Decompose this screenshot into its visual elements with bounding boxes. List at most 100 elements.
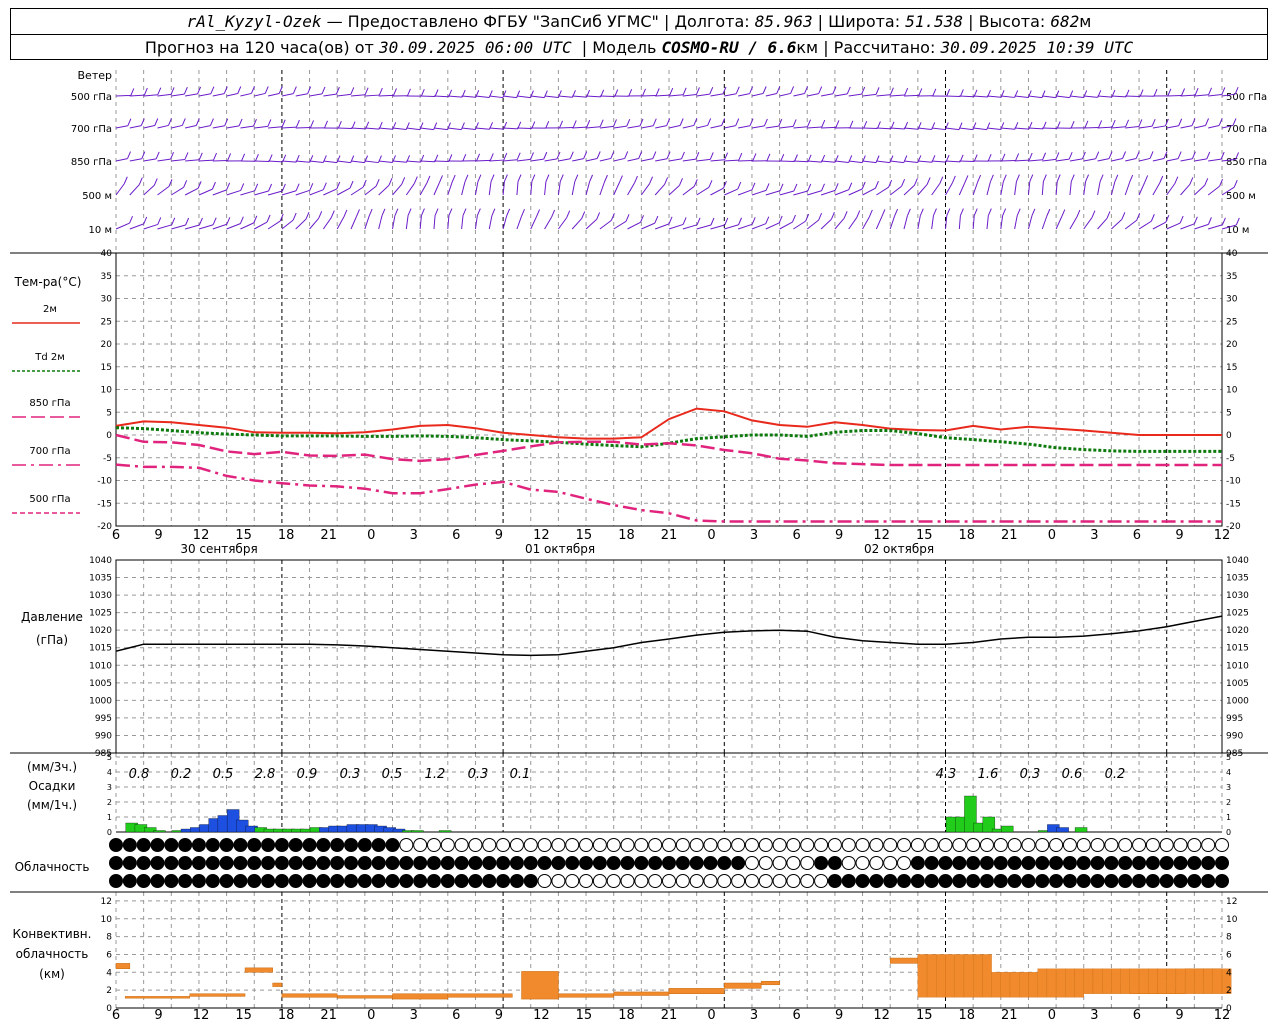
wind-barb [129,223,144,230]
wind-barb [171,93,185,97]
wind-barb-flag [596,212,601,220]
temp-xtick: 3 [750,528,758,543]
wind-barb-flag [790,86,795,94]
wind-barb [115,158,128,162]
wind-barb-flag [666,151,671,159]
wind-barb [972,215,975,230]
cloud-circle [731,874,746,888]
wind-barb [212,125,225,129]
cloud-circle [952,856,967,870]
cloud-circle [1104,856,1119,870]
cloud-circle [938,874,953,888]
wind-barb-flag [448,154,453,162]
wind-barb [572,158,584,162]
wind-barb [931,160,947,163]
temp-ytick: -5 [103,454,112,464]
cloud-circle [758,874,773,888]
wind-barb-flag [305,211,310,220]
wind-barb [295,160,310,163]
wind-barb-flag [951,175,956,184]
wind-barb-flag [309,183,314,191]
wind-barb [1125,125,1139,129]
wind-barb [1111,218,1123,230]
wind-barb-flag [1208,87,1213,95]
wind-barb [1027,181,1031,196]
wind-barb [710,125,722,129]
precip-total: 0.1 [510,767,531,782]
wind-barb [876,160,890,164]
temp-xtick: 6 [1133,528,1141,543]
wind-barb-flag [572,120,577,128]
cloud-circle [1104,838,1119,852]
cloud-circle [869,838,884,852]
wind-barb-flag [127,118,132,126]
wind-barb-flag [141,151,146,159]
conv-bar [1065,968,1075,998]
wind-barb-flag [321,86,326,95]
cloud-circle [606,874,621,888]
cloud-circle [855,838,870,852]
wind-barb [1083,181,1087,196]
cloud-circle [523,838,538,852]
wind-barb-flag [596,151,601,159]
temp-ytick-right: 40 [1226,249,1238,259]
temp-xtick: 6 [112,528,120,543]
conv-ytick-right: 10 [1226,915,1238,925]
wind-barb-flag [1028,152,1033,161]
wind-barb-flag [652,151,657,159]
conv-xtick: 0 [367,1008,375,1023]
wind-barb-flag [393,88,397,96]
wind-barb-flag [279,213,284,222]
wind-barb [793,190,808,196]
temp-series-0 [115,407,1222,440]
wind-barb [198,188,213,196]
cloud-circle [1201,856,1216,870]
wind-barb [779,92,791,97]
cloud-circle [233,838,248,852]
wind-barb-flag [861,181,866,190]
pres-ytick-right: 1010 [1226,661,1249,671]
temp-ytick: 30 [101,295,113,305]
wind-barb [544,181,547,196]
wind-barb [240,92,252,97]
conv-bar [973,954,983,998]
wind-barb-flag [388,178,393,186]
cloud-circle [482,838,497,852]
wind-barb-flag [959,208,964,216]
cloud-circle [1132,838,1147,852]
wind-barb [1069,216,1078,230]
wind-barb [267,93,280,97]
wind-barb-flag [763,118,768,127]
wind-barbs [115,86,1240,230]
cloud-circle [1187,838,1202,852]
wind-barb [1083,158,1096,162]
wind-barb [1221,124,1234,129]
wind-barb [862,216,870,230]
wind-barb-flag [140,118,145,126]
wind-barb-flag [1002,208,1007,216]
wind-barb-flag [693,179,698,187]
temp-ytick-right: 20 [1226,340,1238,350]
wind-level-label: 850 гПа [71,157,112,168]
wind-barb-flag [919,208,924,216]
wind-barb [475,127,490,130]
temp-xtick: 6 [792,528,800,543]
cloud-circle [648,838,663,852]
wind-barb [129,125,142,129]
wind-barb-flag [1001,153,1006,162]
wind-barb-flag [451,174,456,183]
cloud-circle [579,856,594,870]
conv-bar [1221,968,1232,994]
wind-barb [696,224,712,230]
cloud-circle [1145,856,1160,870]
precip-total: 0.5 [213,767,234,782]
wind-barb-flag [766,153,771,162]
wind-barb [171,186,184,196]
wind-barb-flag [1138,119,1143,127]
wind-barb [447,181,453,196]
temp-xtick: 6 [452,528,460,543]
wind-barb [765,92,777,97]
wind-barb-flag [721,118,726,126]
cloud-circle [1007,838,1022,852]
wind-barb-flag [378,87,383,96]
